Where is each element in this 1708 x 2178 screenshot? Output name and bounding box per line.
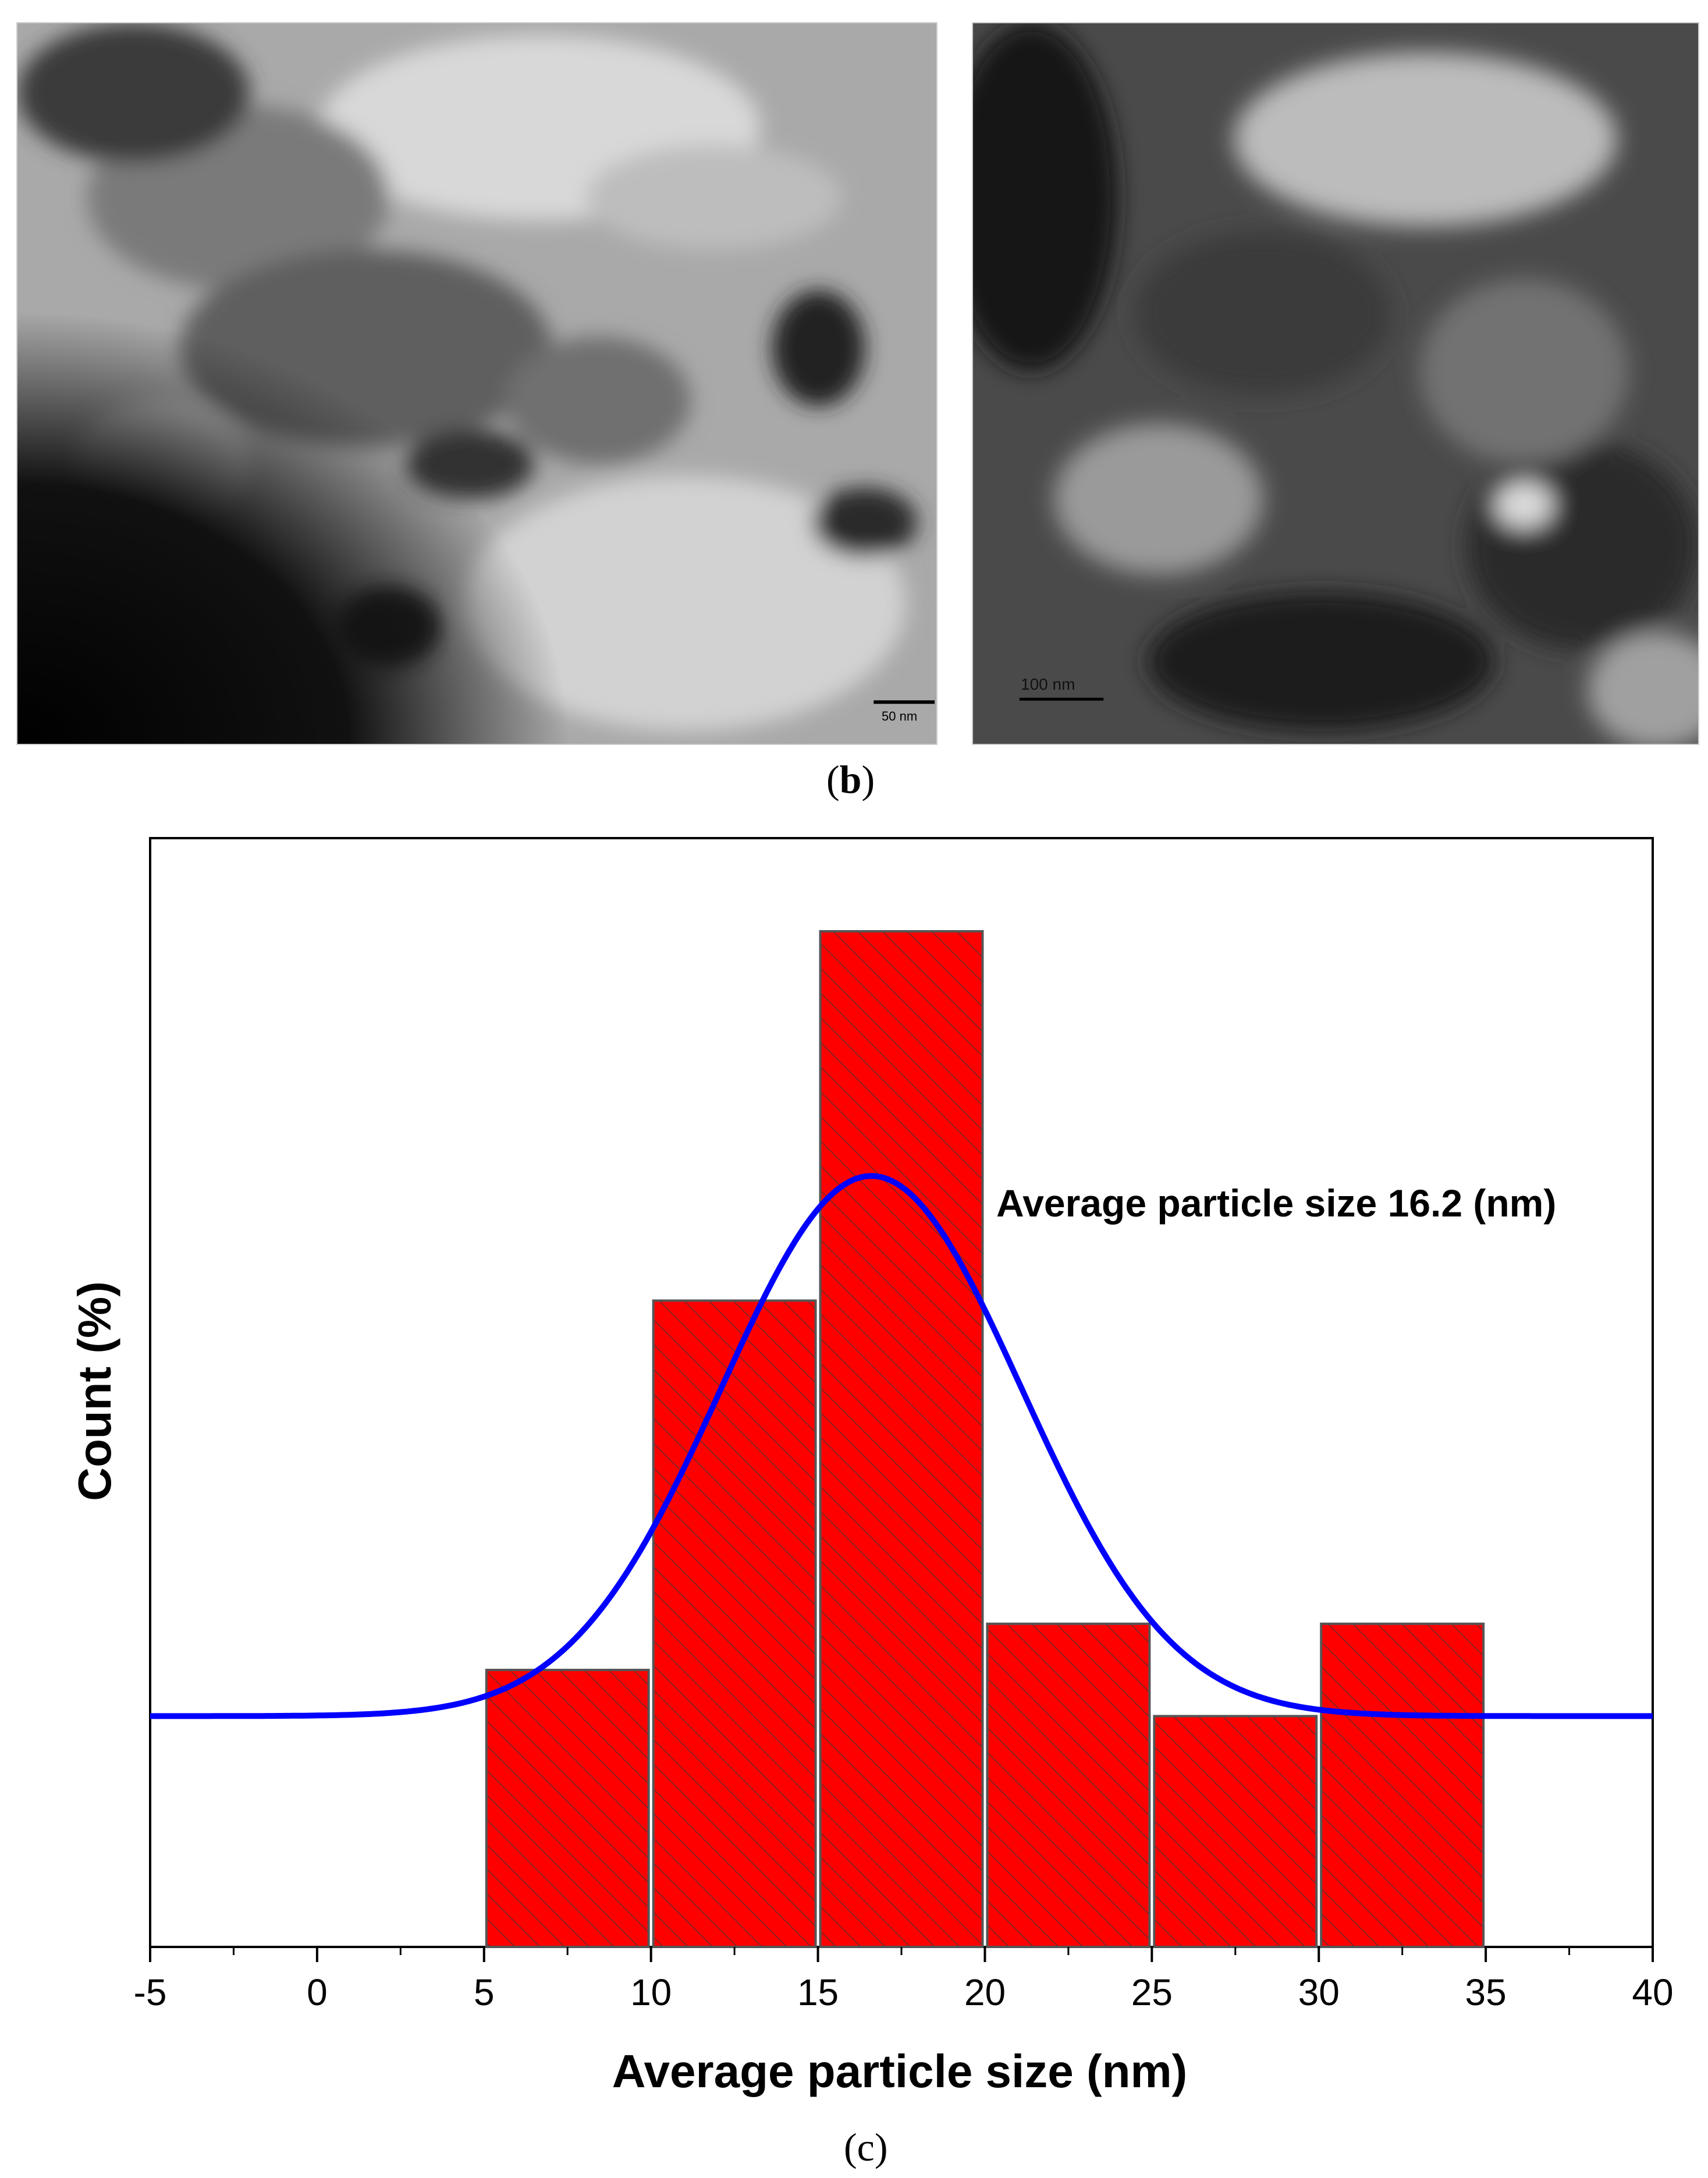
histogram-chart: -5 0 5 10 15 20 25 30 35 40 Average particle size… [69,837,1674,2097]
x-tick-label-2: 5 [474,1971,495,2013]
histogram-bar-1 [485,1669,650,1948]
scale-label-right: 100 nm [1021,675,1075,693]
caption-b-letter: b [839,757,862,801]
caption-b-close: ) [861,757,875,801]
histogram-bar-3 [819,930,984,1948]
x-tick-label-1: 0 [307,1971,328,2013]
bars [485,930,1485,1949]
x-tick-label-6: 25 [1131,1971,1173,2013]
x-tick-label-9: 40 [1632,1971,1673,2013]
tem-texture-left [17,23,936,744]
histogram-bar-6 [1320,1622,1485,1948]
x-tick-label-8: 35 [1465,1971,1507,2013]
x-tick-label-3: 10 [630,1971,672,2013]
x-tick-label-0: -5 [134,1971,167,2013]
gaussian-fit-curve [150,1173,1653,1719]
tem-image-right: 100 nm [972,22,1699,745]
x-tick-label-7: 30 [1298,1971,1340,2013]
x-axis-ticks: -5 0 5 10 15 20 25 30 35 40 [134,1947,1674,2013]
x-tick-label-5: 20 [964,1971,1006,2013]
y-axis-label: Count (%) [69,1281,120,1501]
caption-c: (c) [844,2125,888,2169]
average-size-annotation: Average particle size 16.2 (nm) [996,1182,1556,1225]
x-tick-label-4: 15 [797,1971,839,2013]
x-axis-label: Average particle size (nm) [612,2045,1188,2097]
histogram-bar-5 [1153,1715,1318,1949]
histogram-bar-2 [652,1299,817,1948]
scale-label-left: 50 nm [882,709,918,723]
tem-image-left: 50 nm [16,22,938,745]
caption-b: (b) [826,757,875,803]
tem-texture-right [973,23,1698,744]
caption-b-open: ( [826,757,840,801]
histogram-bar-4 [986,1622,1151,1948]
fit-curve-group [150,1173,1653,1719]
